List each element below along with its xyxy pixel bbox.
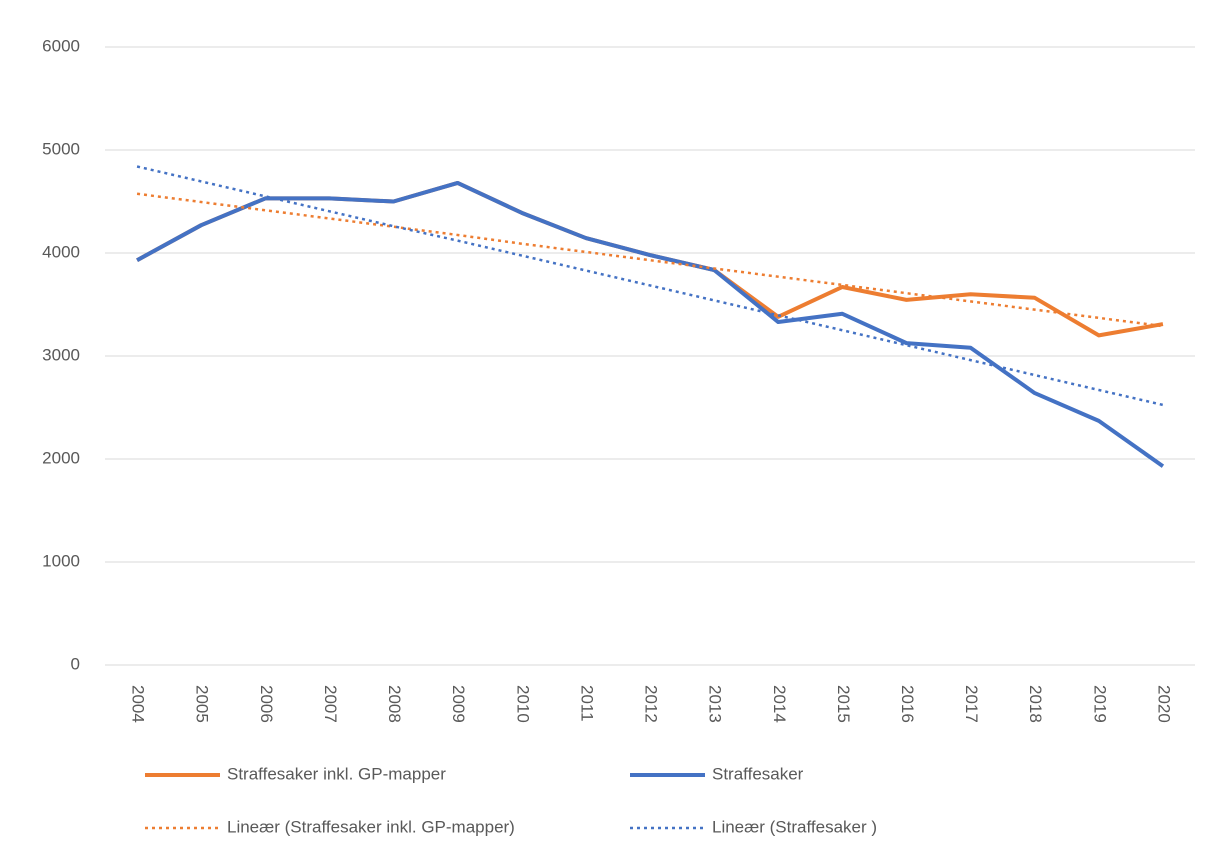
legend-label: Lineær (Straffesaker ) [712, 817, 877, 836]
y-tick-label: 1000 [42, 551, 80, 570]
x-tick-label: 2019 [1090, 685, 1109, 723]
y-tick-label: 4000 [42, 242, 80, 261]
x-tick-label: 2014 [770, 685, 789, 723]
x-tick-label: 2017 [962, 685, 981, 723]
legend-label: Straffesaker inkl. GP-mapper [227, 764, 446, 783]
x-tick-label: 2012 [642, 685, 661, 723]
series-line [136, 180, 1164, 338]
x-tick-label: 2018 [1026, 685, 1045, 723]
x-tick-label: 2013 [706, 685, 725, 723]
legend-label: Lineær (Straffesaker inkl. GP-mapper) [227, 817, 515, 836]
y-tick-label: 3000 [42, 345, 80, 364]
trend-line [136, 192, 1164, 328]
x-tick-label: 2020 [1154, 685, 1173, 723]
y-tick-label: 2000 [42, 448, 80, 467]
x-tick-label: 2006 [257, 685, 276, 723]
x-tick-label: 2011 [577, 685, 596, 722]
y-tick-label: 0 [71, 654, 80, 673]
y-tick-label: 6000 [42, 36, 80, 55]
y-tick-label: 5000 [42, 139, 80, 158]
x-tick-label: 2008 [385, 685, 404, 723]
x-tick-label: 2004 [129, 685, 148, 723]
x-tick-label: 2007 [321, 685, 340, 723]
x-tick-label: 2009 [449, 685, 468, 723]
trend-line [136, 165, 1164, 407]
x-tick-label: 2016 [898, 685, 917, 723]
x-tick-label: 2015 [834, 685, 853, 723]
legend-label: Straffesaker [712, 764, 804, 783]
x-tick-label: 2005 [193, 685, 212, 723]
series-line [136, 180, 1165, 468]
x-tick-label: 2010 [513, 685, 532, 723]
